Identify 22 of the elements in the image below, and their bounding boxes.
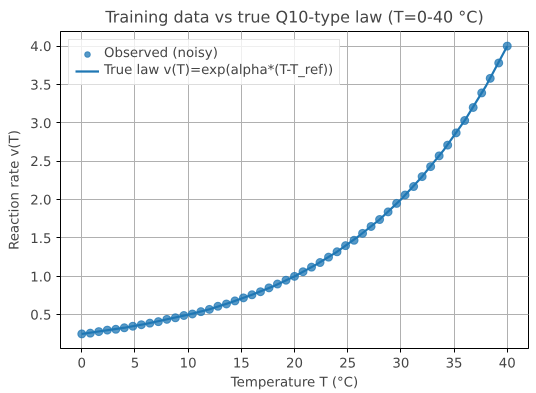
legend-label: Observed (noisy) [104, 46, 218, 61]
x-tick-label: 5 [130, 356, 140, 372]
y-tick-label: 3.5 [30, 78, 52, 94]
x-axis-title: Temperature T (°C) [230, 376, 358, 390]
y-tick-label: 0.5 [30, 308, 52, 324]
x-tick-label: 35 [446, 356, 463, 372]
x-tick-label: 10 [180, 356, 197, 372]
y-axis-title: Reaction rate v(T) [7, 130, 22, 250]
y-tick-label: 2.0 [30, 194, 52, 209]
x-tick-label: 30 [392, 356, 410, 372]
chart-title: Training data vs true Q10-type law (T=0-40 °C) [104, 8, 484, 26]
x-tick-label: 15 [232, 356, 250, 372]
x-tick-label: 40 [498, 356, 516, 372]
x-tick-label: 20 [286, 356, 303, 372]
y-tick-label: 3.0 [30, 116, 52, 132]
y-tick-label: 1.5 [30, 232, 52, 247]
x-tick-label: 25 [339, 356, 356, 372]
y-tick-label: 2.5 [30, 155, 52, 170]
y-tick-label: 4.0 [30, 40, 52, 56]
x-tick-label: 0 [78, 356, 86, 372]
legend-label: True law v(T)=exp(alpha*(T-T_ref)) [104, 63, 334, 78]
y-tick-label: 1.0 [30, 270, 52, 286]
